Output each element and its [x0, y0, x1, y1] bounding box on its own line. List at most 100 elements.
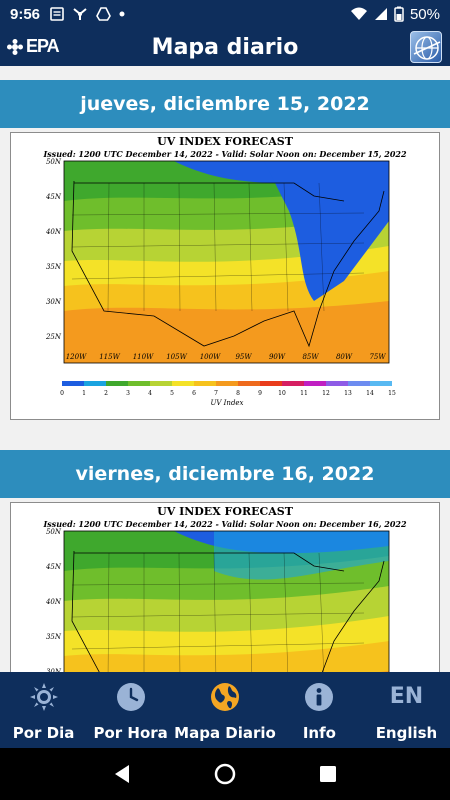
- daily-map-list[interactable]: jueves, diciembre 15, 2022 50N 45N 40N 35N 3…: [0, 66, 450, 672]
- lon-label: 120W: [66, 353, 87, 361]
- nav-label: Mapa Diario: [174, 724, 276, 742]
- epa-flower-icon: [7, 38, 23, 55]
- drive-icon: [96, 7, 111, 21]
- map-issued-text: Issued: 1200 UTC December 14, 2022 - Val…: [43, 519, 407, 529]
- home-icon: [214, 763, 236, 785]
- nav-label: Por Hora: [93, 724, 168, 742]
- lon-label: 75W: [369, 353, 386, 361]
- uv-scale-swatch: [282, 381, 304, 386]
- uv-scale-label: 12: [322, 390, 330, 397]
- lat-label: 25N: [45, 333, 62, 341]
- lat-label: 50N: [46, 528, 62, 536]
- uv-scale-label: 3: [126, 390, 130, 397]
- lon-label: 90W: [269, 353, 286, 361]
- back-button[interactable]: [102, 754, 142, 794]
- status-bar: 9:56 50%: [0, 0, 450, 28]
- uv-scale-swatch: [128, 381, 150, 386]
- wifi-icon: [350, 7, 367, 20]
- map-title: UV INDEX FORECAST: [157, 135, 293, 148]
- lon-label: 95W: [235, 353, 252, 361]
- bottom-nav: Por Dia Por Hora Mapa Diario Info EN Eng…: [0, 672, 450, 748]
- lon-label: 85W: [302, 353, 319, 361]
- map-title: UV INDEX FORECAST: [157, 505, 293, 518]
- day-section: jueves, diciembre 15, 2022 50N 45N 40N 35N 3…: [0, 80, 450, 420]
- nav-por-dia[interactable]: Por Dia: [0, 672, 87, 748]
- status-time: 9:56: [10, 5, 41, 23]
- uv-scale-label: 6: [192, 390, 196, 397]
- news-icon: [50, 7, 64, 21]
- lon-label: 105W: [166, 353, 187, 361]
- map-issued-text: Issued: 1200 UTC December 14, 2022 - Val…: [43, 149, 407, 159]
- globe-icon: [211, 683, 239, 711]
- clock-icon: [116, 683, 145, 711]
- uv-map-card[interactable]: 50N45N40N35N30N25N120W115W110W105W100W95…: [10, 502, 440, 672]
- uv-scale-label: 2: [104, 390, 108, 397]
- day-header: viernes, diciembre 16, 2022: [0, 450, 450, 498]
- lat-label: 50N: [46, 158, 62, 166]
- lon-label: 115W: [99, 353, 120, 361]
- en-icon: EN: [389, 684, 424, 709]
- uv-scale-swatch: [326, 381, 348, 386]
- lat-label: 40N: [45, 228, 62, 236]
- uv-scale-swatch: [370, 381, 392, 386]
- uv-scale-label: 1: [82, 390, 86, 397]
- dot-icon: [119, 11, 125, 17]
- recents-icon: [320, 766, 337, 782]
- uv-scale-swatch: [194, 381, 216, 386]
- uv-scale-swatch: [62, 381, 84, 386]
- uv-scale-swatch: [348, 381, 370, 386]
- uv-scale-label: 9: [258, 390, 262, 397]
- battery-icon: [394, 6, 404, 22]
- battery-percent: 50%: [409, 5, 440, 23]
- lon-label: 100W: [200, 353, 221, 361]
- uv-scale-swatch: [304, 381, 326, 386]
- uv-scale-swatch: [260, 381, 282, 386]
- nav-label: Info: [302, 724, 336, 742]
- nav-label: Por Dia: [12, 724, 75, 742]
- day-section: viernes, diciembre 16, 2022 50N 45N 40N 35N…: [0, 450, 450, 672]
- nav-english[interactable]: EN English: [363, 672, 450, 748]
- fan-icon: [73, 8, 87, 20]
- uv-scale-label: 13: [344, 390, 352, 397]
- uv-scale-swatch: [238, 381, 260, 386]
- uv-scale-swatch: [172, 381, 194, 386]
- home-button[interactable]: [205, 754, 245, 794]
- nav-por-hora[interactable]: Por Hora: [87, 672, 174, 748]
- signal-icon: [374, 8, 387, 20]
- nav-mapa-diario[interactable]: Mapa Diario: [174, 672, 276, 748]
- nav-info[interactable]: Info: [276, 672, 363, 748]
- lat-label: 45N: [45, 193, 62, 201]
- uv-scale-title: UV Index: [210, 399, 243, 407]
- lat-label: 45N: [45, 563, 62, 571]
- sun-icon: [29, 683, 58, 711]
- uv-map-area: [63, 530, 390, 672]
- uv-scale-label: 5: [170, 390, 174, 397]
- uv-forecast-map: 50N45N40N35N30N25N120W115W110W105W100W95…: [45, 528, 390, 672]
- recents-button[interactable]: [308, 754, 348, 794]
- info-icon: [305, 683, 334, 711]
- uv-scale-swatch: [150, 381, 172, 386]
- globe-icon: [413, 36, 441, 60]
- lon-label: 110W: [133, 353, 154, 361]
- uv-scale-label: 8: [236, 390, 240, 397]
- app-bar: EPA Mapa diario: [0, 28, 450, 66]
- lat-label: 35N: [46, 633, 62, 641]
- lat-label: 30N: [46, 668, 62, 672]
- uv-map-area: [63, 160, 390, 364]
- uv-scale-label: 11: [300, 390, 308, 397]
- system-nav-bar: [0, 748, 450, 800]
- uv-scale-swatch: [84, 381, 106, 386]
- lat-label: 40N: [45, 598, 62, 606]
- epa-logo: EPA: [6, 36, 60, 57]
- lon-label: 80W: [336, 353, 353, 361]
- uv-scale-label: 15: [388, 390, 396, 397]
- uv-scale-swatch: [106, 381, 128, 386]
- uv-scale-label: 10: [278, 390, 286, 397]
- lat-label: 30N: [46, 298, 62, 306]
- back-icon: [114, 765, 129, 783]
- day-header: jueves, diciembre 15, 2022: [0, 80, 450, 128]
- nav-label: English: [375, 724, 438, 742]
- uv-scale-label: 0: [60, 390, 64, 397]
- globe-button[interactable]: [410, 31, 442, 63]
